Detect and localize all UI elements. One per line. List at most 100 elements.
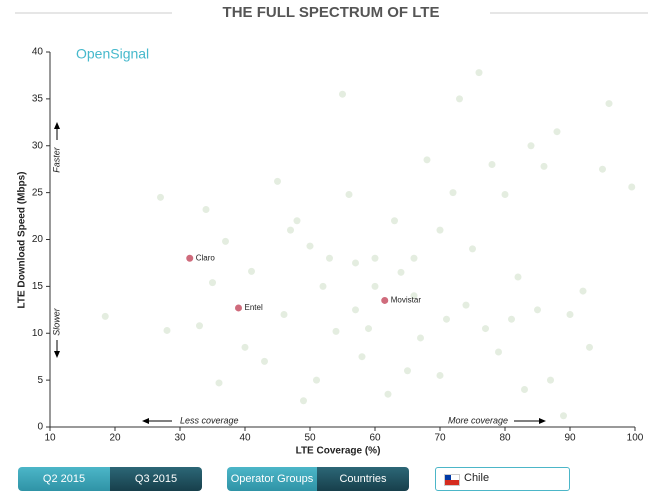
background-point	[365, 325, 372, 333]
operator-label: Movistar	[391, 296, 422, 305]
background-point	[488, 161, 496, 168]
background-point	[410, 254, 418, 262]
background-point	[196, 322, 203, 330]
y-tick-label: 15	[32, 281, 44, 292]
annotations: Faster Slower Less coverage More coverag…	[51, 122, 546, 425]
background-point	[384, 390, 392, 398]
x-axis-label: LTE Coverage (%)	[296, 446, 381, 457]
background-point	[397, 268, 405, 276]
background-point	[371, 282, 379, 290]
background-point	[547, 376, 554, 384]
background-point	[527, 142, 535, 150]
operator-label: Claro	[196, 253, 216, 262]
background-point	[313, 376, 320, 384]
background-point	[319, 282, 327, 290]
background-point	[345, 191, 353, 198]
background-point	[579, 287, 587, 295]
arrowhead	[54, 351, 60, 358]
background-point	[274, 177, 281, 185]
x-tick-label: 50	[304, 433, 316, 444]
operator-label: Entel	[245, 303, 263, 312]
background-point	[436, 226, 444, 234]
background-point	[566, 311, 574, 318]
grouping-button[interactable]: Operator Groups	[227, 467, 317, 491]
chart: THE FULL SPECTRUM OF LTE OpenSignal LTE …	[15, 4, 648, 457]
background-point	[332, 327, 340, 335]
background-point	[449, 189, 457, 197]
x-tick-label: 20	[109, 433, 121, 444]
background-point	[508, 315, 515, 323]
y-tick-label: 10	[32, 328, 44, 339]
background-point	[469, 245, 476, 253]
annotation: Faster	[51, 146, 61, 173]
background-point	[202, 206, 210, 213]
x-tick-label: 60	[369, 433, 381, 444]
background-point	[586, 343, 593, 351]
x-tick-label: 10	[44, 433, 56, 444]
background-point	[306, 242, 314, 250]
background-point	[404, 367, 411, 375]
background-point	[521, 386, 528, 393]
background-point	[456, 95, 463, 103]
arrowhead	[142, 418, 149, 424]
operator-point	[234, 303, 243, 313]
background-point	[495, 348, 502, 356]
operator-point	[380, 295, 390, 305]
grouping-button[interactable]: Countries	[317, 467, 409, 491]
background-point	[443, 315, 450, 323]
background-point	[371, 254, 379, 262]
period-button[interactable]: Q3 2015	[110, 467, 202, 491]
background-point	[423, 156, 431, 164]
country-select[interactable]: Chile	[435, 467, 570, 491]
background-point	[101, 312, 109, 320]
y-tick-label: 0	[37, 422, 43, 433]
background-point	[436, 371, 444, 379]
background-point	[628, 183, 636, 191]
background-point	[560, 412, 567, 420]
background-point	[280, 311, 288, 318]
background-point	[553, 128, 561, 136]
x-tick-label: 80	[499, 433, 511, 444]
arrowhead	[54, 122, 60, 129]
x-tick-label: 30	[174, 433, 186, 444]
background-point	[248, 267, 255, 275]
background-point	[514, 273, 522, 281]
background-point	[215, 379, 223, 387]
y-tick-label: 30	[32, 140, 44, 151]
arrowhead	[539, 418, 546, 424]
background-point	[222, 237, 229, 245]
background-point	[261, 357, 268, 365]
background-point	[534, 306, 541, 314]
background-point	[358, 353, 366, 361]
background-point	[462, 301, 470, 309]
background-point	[352, 306, 359, 314]
x-tick-label: 70	[434, 433, 446, 444]
y-tick-label: 25	[32, 187, 44, 198]
background-point	[599, 165, 606, 173]
background-point	[605, 100, 613, 108]
y-tick-label: 40	[32, 47, 44, 58]
country-label: Chile	[464, 472, 490, 484]
background-point	[417, 334, 424, 342]
background-point	[163, 326, 171, 334]
y-tick-label: 5	[37, 375, 43, 386]
background-point	[157, 193, 164, 201]
background-point	[475, 69, 483, 77]
y-tick-label: 20	[32, 234, 44, 245]
background-point	[410, 292, 418, 300]
x-tick-label: 90	[564, 433, 576, 444]
period-button[interactable]: Q2 2015	[18, 467, 110, 491]
operator-point	[185, 253, 195, 263]
background-point	[482, 325, 489, 333]
brand: OpenSignal	[76, 46, 149, 62]
background-point	[287, 226, 294, 234]
background-point	[540, 162, 548, 170]
x-tick-label: 40	[239, 433, 251, 444]
annotation: More coverage	[448, 415, 508, 425]
x-tick-label: 100	[627, 433, 644, 444]
background-point	[241, 343, 249, 351]
background-point	[501, 191, 509, 198]
y-tick-label: 35	[32, 94, 44, 105]
background-point	[352, 259, 359, 267]
background-point	[293, 217, 301, 225]
